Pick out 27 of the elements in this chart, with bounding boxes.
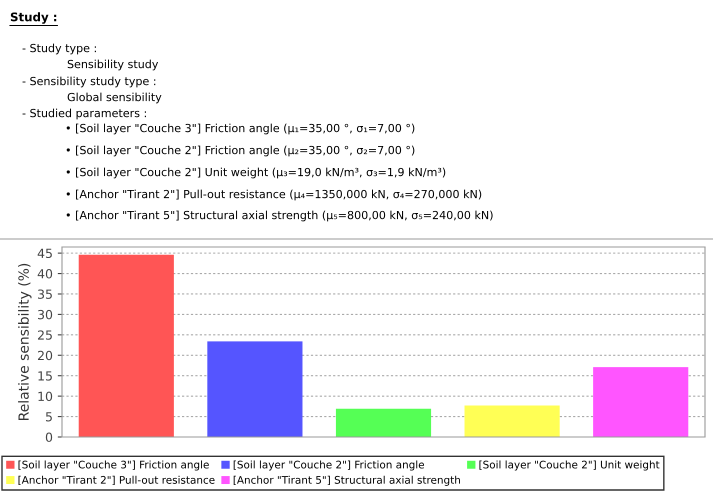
text: Sensibility study [68,60,158,70]
legend-label: [Anchor "Tirant 2"] Pull-out resistance [18,476,215,486]
text: - Studied parameters : [22,108,146,120]
text: - Study type : [22,44,96,54]
y-axis-title: Relative sensibility (%) [18,264,32,420]
y-tick-label: 25 [38,330,52,340]
text: • [Soil layer "Couche 2"] Friction angle (μ₂=35,00 °, σ₂=7,00 °) [66,146,414,156]
text: • [Anchor "Tirant 2"] Pull-out resistance (μ₄=1350,000 kN, σ₄=270,000 kN) [66,190,482,200]
y-tick-label: 45 [38,248,52,258]
y-tick-label: 20 [38,350,52,360]
y-tick-label: 0 [46,432,52,442]
y-tick-label: 35 [38,289,52,299]
legend-label: [Anchor "Tirant 5"] Structural axial strength [234,476,460,486]
y-tick-label: 40 [38,269,52,278]
legend-label: [Soil layer "Couche 2"] Unit weight [479,460,660,471]
y-tick-label: 15 [38,371,52,381]
y-tick-label: 30 [38,310,52,320]
text: Global sensibility [68,92,162,104]
text: • [Anchor "Tirant 5"] Structural axial strength (μ₅=800,00 kN, σ₅=240,00 kN) [66,210,493,222]
legend-label: [Soil layer "Couche 3"] Friction angle [18,460,209,471]
text: • [Soil layer "Couche 3"] Friction angle (μ₁=35,00 °, σ₁=7,00 °) [66,124,414,134]
y-tick-label: 5 [46,412,52,422]
chart-title: Study : [10,12,56,24]
text: - Sensibility study type : [22,76,156,88]
y-tick-label: 10 [38,392,52,402]
legend-label: [Soil layer "Couche 2"] Friction angle [234,460,424,471]
text: • [Soil layer "Couche 2"] Unit weight (μ₃=19,0 kN/m³, σ₃=1,9 kN/m³) [66,168,446,178]
